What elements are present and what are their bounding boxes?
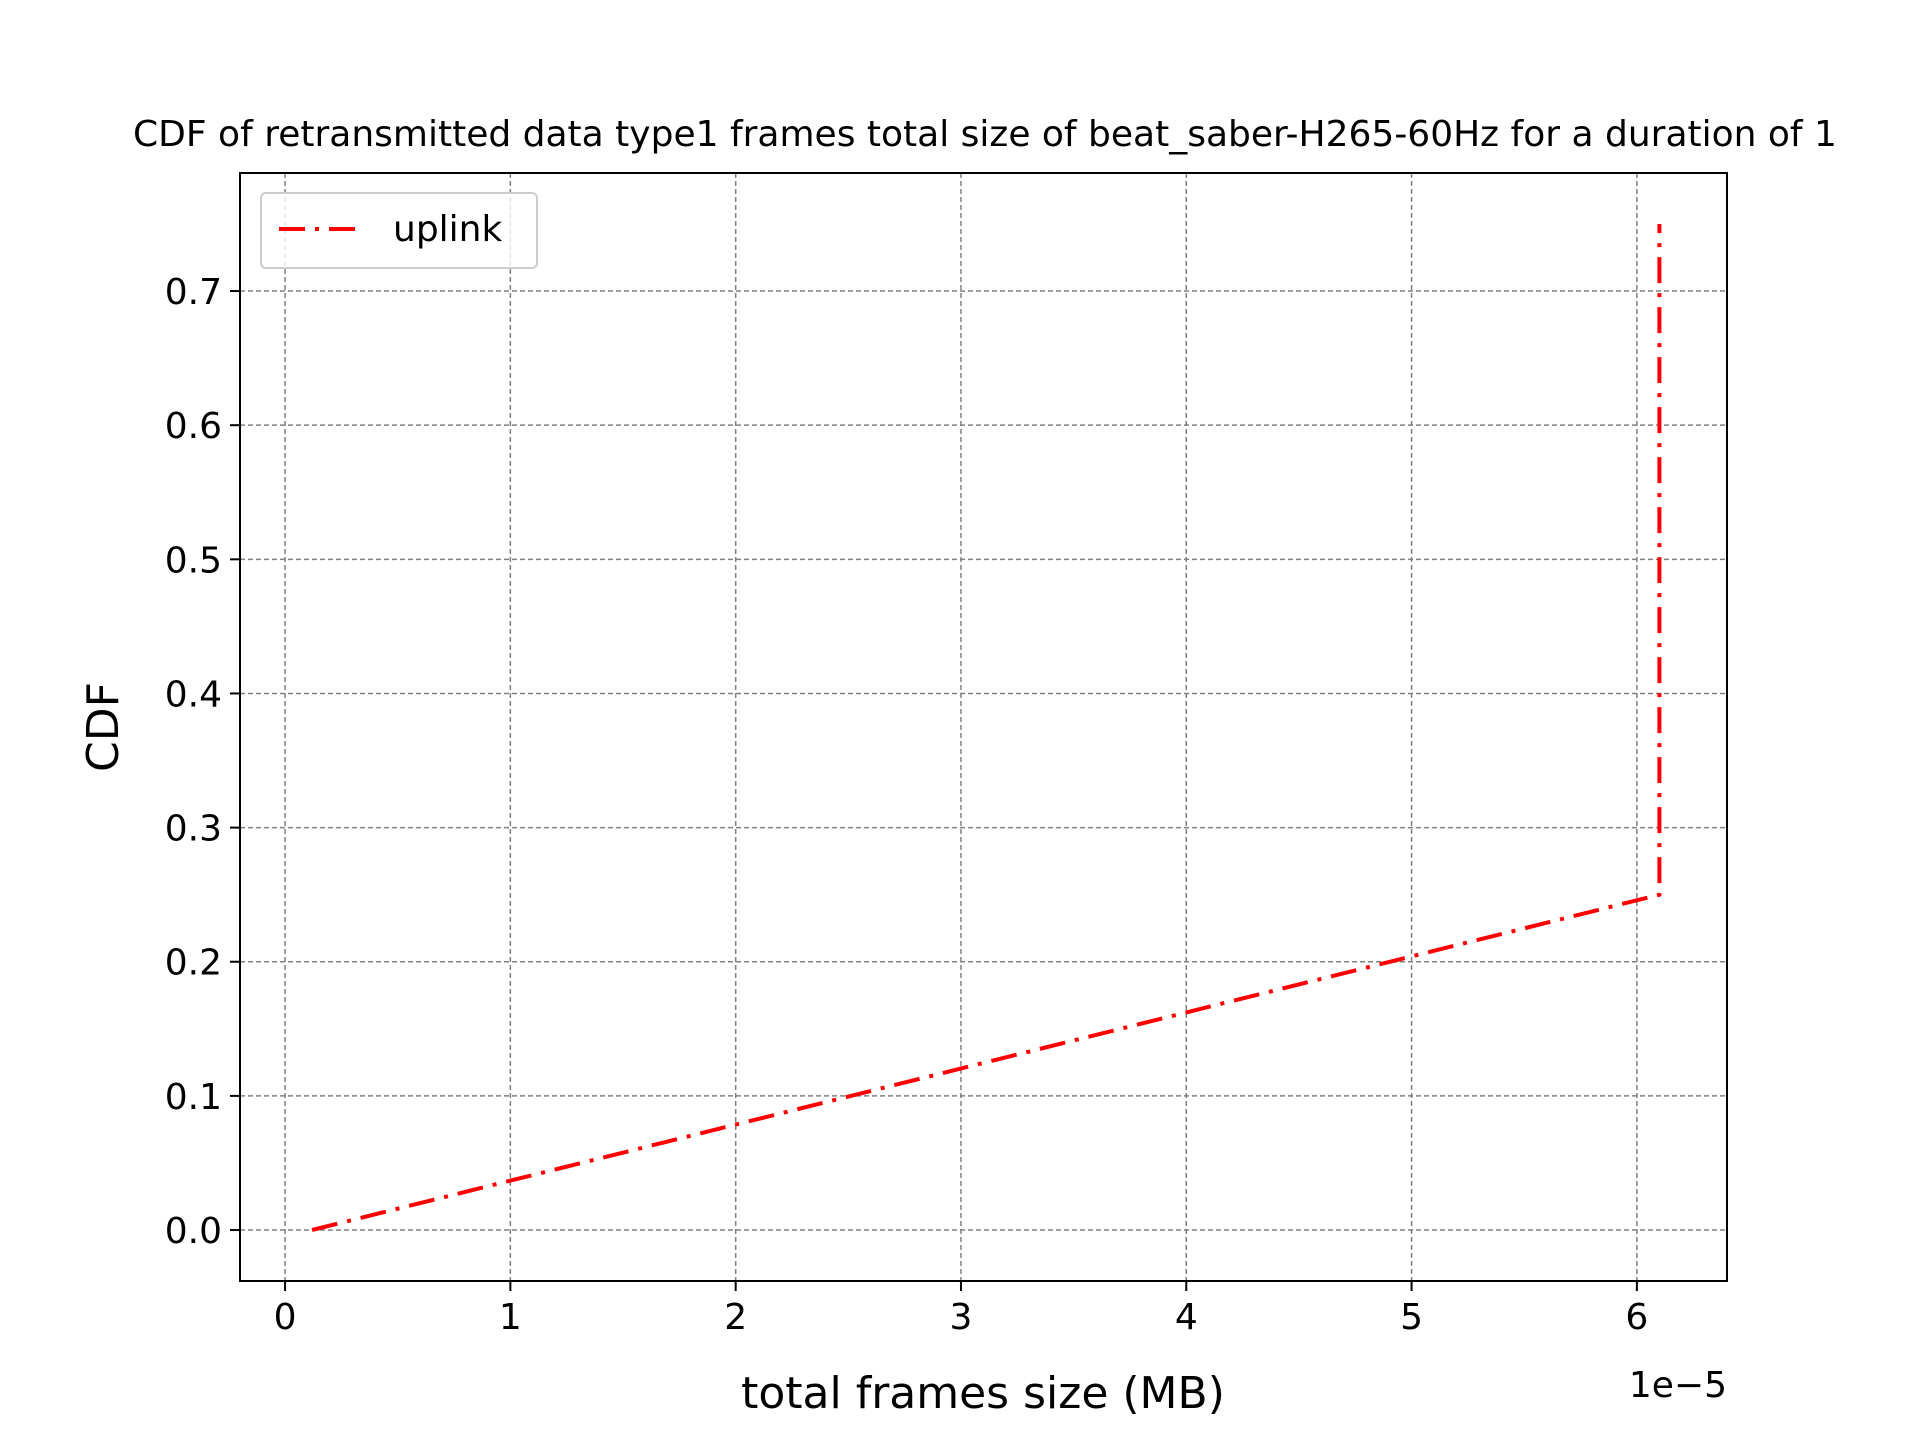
legend: uplink xyxy=(260,192,538,269)
x-tick-label: 6 xyxy=(1625,1297,1648,1338)
legend-label-uplink: uplink xyxy=(393,209,502,250)
y-tick-label: 0.6 xyxy=(165,406,222,447)
x-tick-label: 4 xyxy=(1175,1297,1198,1338)
y-axis-label: CDF xyxy=(78,682,129,772)
x-tick-label: 3 xyxy=(950,1297,973,1338)
chart-title: CDF of retransmitted data type1 frames t… xyxy=(133,114,1837,155)
x-tick-label: 0 xyxy=(274,1297,297,1338)
y-tick-label: 0.3 xyxy=(165,809,222,850)
x-axis-ticks: 0 1 2 3 4 5 6 xyxy=(274,1281,1648,1338)
y-tick-label: 0.1 xyxy=(165,1077,222,1118)
legend-box xyxy=(260,192,538,269)
y-tick-label: 0.4 xyxy=(165,674,222,715)
x-axis-offset-label: 1e−5 xyxy=(1629,1365,1727,1406)
y-tick-label: 0.5 xyxy=(165,540,222,581)
series-layer xyxy=(311,224,1662,1232)
x-tick-label: 2 xyxy=(724,1297,747,1338)
plot-frame xyxy=(239,172,1728,1282)
grid xyxy=(240,173,1727,1281)
x-tick-label: 5 xyxy=(1400,1297,1423,1338)
y-tick-label: 0.2 xyxy=(165,943,222,984)
y-axis-ticks: 0.0 0.1 0.2 0.3 0.4 0.5 0.6 0.7 xyxy=(165,272,240,1252)
y-tick-label: 0.0 xyxy=(165,1211,222,1252)
y-tick-label: 0.7 xyxy=(165,272,222,313)
x-tick-label: 1 xyxy=(499,1297,522,1338)
x-axis-label: total frames size (MB) xyxy=(741,1368,1225,1419)
series-line-uplink xyxy=(311,224,1662,1232)
